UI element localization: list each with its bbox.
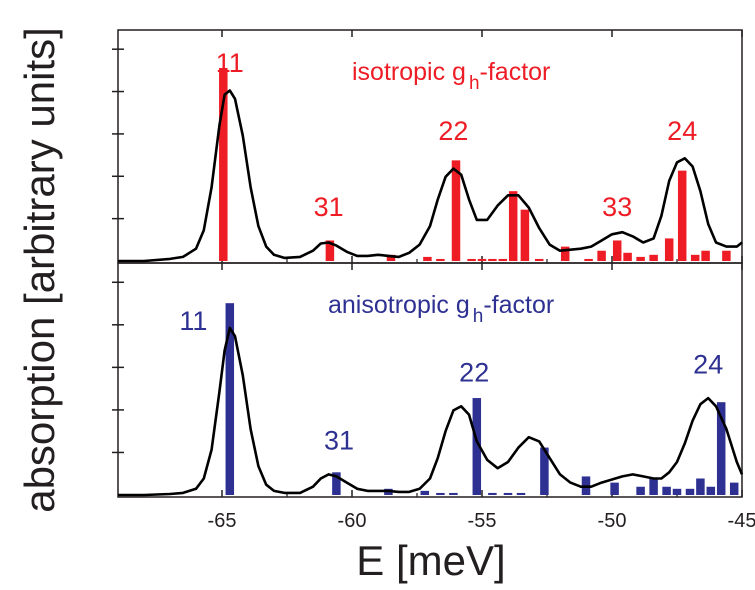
bar-17 bbox=[672, 488, 682, 495]
bar-6 bbox=[449, 492, 458, 495]
panel-frame bbox=[117, 262, 743, 498]
bar-4 bbox=[423, 256, 432, 261]
bar-24 bbox=[701, 250, 710, 261]
bar-14 bbox=[636, 486, 645, 495]
panel-title-suffix: -factor bbox=[483, 291, 554, 319]
x-tick-label: -45 bbox=[728, 510, 755, 532]
peak-label-22: 22 bbox=[438, 116, 468, 146]
peak-label-24: 24 bbox=[693, 349, 723, 379]
bar-12 bbox=[520, 209, 530, 261]
bar-25 bbox=[722, 250, 731, 261]
x-tick-label: -50 bbox=[598, 510, 627, 532]
bar-5 bbox=[436, 258, 445, 261]
bar-17 bbox=[612, 240, 622, 261]
bar-19 bbox=[696, 478, 705, 495]
panel-title: isotropic g h-factor bbox=[352, 58, 550, 94]
bar-16 bbox=[662, 486, 671, 495]
bar-10 bbox=[516, 492, 526, 495]
peak-label-31: 31 bbox=[324, 426, 354, 456]
bar-23 bbox=[690, 254, 700, 261]
bar-18 bbox=[623, 252, 632, 261]
spectrum-curve bbox=[118, 326, 744, 497]
bar-13 bbox=[534, 258, 544, 261]
bar-20 bbox=[649, 254, 658, 261]
bar-8 bbox=[488, 492, 497, 495]
x-tick-label: -60 bbox=[338, 510, 367, 532]
bar-19 bbox=[636, 256, 645, 261]
bar-10 bbox=[498, 258, 508, 261]
peak-label-31: 31 bbox=[314, 192, 344, 222]
bar-4 bbox=[420, 490, 430, 495]
panel-isotropic: 11 31 22 33 24 isotropic g h-factor bbox=[112, 29, 743, 264]
bar-22 bbox=[729, 482, 739, 495]
panel-anisotropic: 11 31 22 24 anisotropic g h-factor bbox=[112, 262, 744, 498]
peak-label-11: 11 bbox=[179, 306, 207, 336]
bar-7 bbox=[467, 258, 476, 261]
x-axis: -65 -60 -55 -50 -45 bbox=[208, 510, 755, 532]
x-axis-label: E [meV] bbox=[356, 537, 505, 584]
bar-2 bbox=[332, 472, 341, 495]
bar-13 bbox=[610, 482, 619, 495]
bar-22 bbox=[677, 170, 687, 261]
bar-15 bbox=[584, 258, 593, 261]
bar-21 bbox=[664, 238, 674, 261]
bar-11 bbox=[508, 191, 518, 261]
bar-2 bbox=[325, 240, 335, 261]
bar-3 bbox=[386, 254, 396, 261]
bar-15 bbox=[649, 478, 658, 495]
panel-title-main: anisotropic g bbox=[328, 291, 470, 319]
spectrum-curve bbox=[118, 89, 743, 263]
panel-title-main: isotropic g bbox=[352, 58, 466, 86]
bar-1 bbox=[219, 67, 228, 261]
peak-label-22: 22 bbox=[459, 358, 489, 388]
bar-8 bbox=[477, 258, 487, 261]
bar-1 bbox=[225, 303, 235, 495]
bar-9 bbox=[488, 258, 497, 261]
bar-14 bbox=[560, 246, 570, 261]
panel-title-subscript: h bbox=[469, 73, 480, 94]
bar-9 bbox=[503, 492, 513, 495]
bar-21 bbox=[716, 402, 726, 495]
peak-label-11: 11 bbox=[216, 48, 244, 78]
y-axis-label: absorption [arbitrary units] bbox=[16, 27, 63, 513]
bar-5 bbox=[436, 492, 445, 495]
bar-11 bbox=[540, 447, 549, 495]
x-tick-label: -65 bbox=[208, 510, 237, 532]
bar-6 bbox=[451, 160, 461, 261]
bar-18 bbox=[685, 488, 695, 495]
bar-20 bbox=[706, 486, 716, 495]
panel-title: anisotropic g h-factor bbox=[328, 291, 554, 327]
x-tick-label: -55 bbox=[468, 510, 497, 532]
panel-title-suffix: -factor bbox=[480, 58, 551, 86]
panel-title-subscript: h bbox=[473, 306, 484, 327]
peak-label-24: 24 bbox=[667, 116, 697, 146]
bar-7 bbox=[472, 398, 482, 495]
peak-label-33: 33 bbox=[602, 192, 632, 222]
bar-16 bbox=[597, 250, 606, 261]
